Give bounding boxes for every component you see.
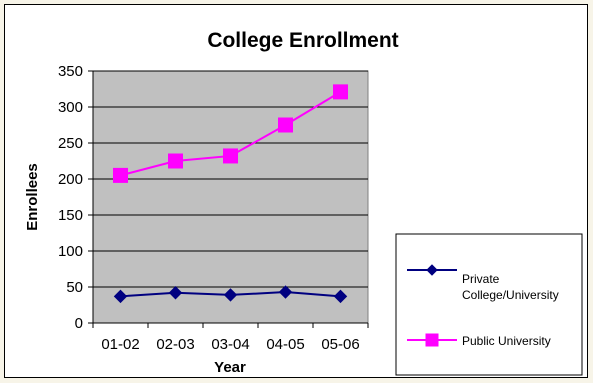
data-point (223, 288, 238, 302)
series-layer (113, 84, 348, 304)
legend-marker (425, 333, 439, 347)
y-tick-label: 200 (58, 171, 83, 188)
x-axis-label: Year (214, 359, 246, 376)
y-axis-label: Enrollees (24, 163, 41, 231)
data-point (333, 289, 348, 304)
x-tick-label: 03-04 (211, 336, 249, 353)
x-tick-label: 05-06 (321, 336, 359, 353)
data-point (113, 289, 128, 304)
y-tick-labels: 0 50 100 150 200 250 300 350 (58, 63, 83, 332)
data-point (278, 285, 293, 299)
y-tick-label: 0 (75, 315, 83, 332)
legend-label: College/University (462, 288, 559, 302)
chart-canvas: College Enrollment 0 50 100 150 200 250 300 350… (24, 29, 583, 376)
gridlines (93, 70, 368, 288)
x-tick-label: 04-05 (266, 336, 304, 353)
data-point (168, 153, 183, 169)
x-tick-label: 01-02 (101, 336, 139, 353)
chart-frame: College Enrollment 0 50 100 150 200 250 300 350… (4, 4, 588, 378)
data-point (168, 286, 183, 300)
x-tick-label: 02-03 (156, 336, 194, 353)
chart-title: College Enrollment (207, 29, 398, 52)
legend-label: Private (462, 272, 500, 286)
data-point (223, 148, 238, 164)
legend-marker (426, 264, 438, 276)
series-0 (113, 285, 348, 304)
data-point (333, 84, 348, 100)
y-tick-label: 250 (58, 135, 83, 152)
x-tick-labels: 01-02 02-03 03-04 04-05 05-06 (101, 336, 359, 353)
series-1 (113, 84, 348, 183)
axes (88, 70, 369, 328)
legend-entry-1: Public University (407, 333, 551, 348)
y-tick-label: 100 (58, 243, 83, 260)
plot-area (92, 70, 369, 324)
y-tick-label: 150 (58, 207, 83, 224)
legend: Private College/University Public Universi… (407, 264, 559, 348)
legend-entry-0: Private College/University (407, 264, 559, 302)
legend-box (395, 233, 583, 376)
legend-label: Public University (462, 334, 551, 348)
data-point (113, 167, 128, 183)
y-tick-label: 350 (58, 63, 83, 80)
data-point (278, 117, 293, 133)
y-tick-label: 50 (66, 279, 83, 296)
y-tick-label: 300 (58, 99, 83, 116)
